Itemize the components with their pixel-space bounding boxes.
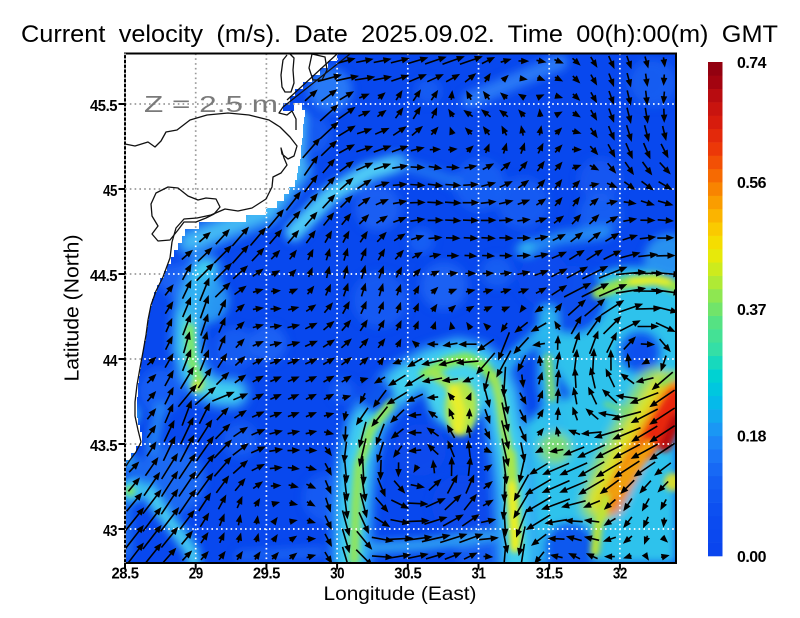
svg-text:29.5: 29.5 — [253, 566, 281, 583]
svg-text:45.5: 45.5 — [90, 98, 118, 115]
svg-text:43.5: 43.5 — [90, 438, 118, 455]
svg-text:44.5: 44.5 — [90, 268, 118, 285]
svg-text:0.56: 0.56 — [737, 175, 767, 192]
svg-text:Longitude (East): Longitude (East) — [324, 583, 477, 605]
svg-text:0.37: 0.37 — [737, 302, 767, 319]
svg-text:29: 29 — [189, 566, 204, 583]
svg-text:Current velocity (m/s). Date 2: Current velocity (m/s). Date 2025.09.02.… — [21, 21, 778, 48]
svg-text:0.74: 0.74 — [737, 55, 767, 72]
svg-text:31.5: 31.5 — [536, 566, 564, 583]
svg-text:43: 43 — [103, 523, 118, 540]
svg-text:45: 45 — [103, 183, 118, 200]
svg-text:0.18: 0.18 — [737, 429, 767, 446]
svg-text:Z = 2.5 m: Z = 2.5 m — [144, 91, 278, 117]
svg-text:44: 44 — [103, 353, 118, 370]
svg-text:30.5: 30.5 — [394, 566, 422, 583]
svg-text:30: 30 — [330, 566, 345, 583]
svg-text:32: 32 — [613, 566, 628, 583]
svg-text:28.5: 28.5 — [112, 566, 140, 583]
svg-text:0.00: 0.00 — [737, 549, 767, 566]
svg-text:Latitude (North): Latitude (North) — [62, 234, 84, 381]
svg-text:31: 31 — [472, 566, 487, 583]
